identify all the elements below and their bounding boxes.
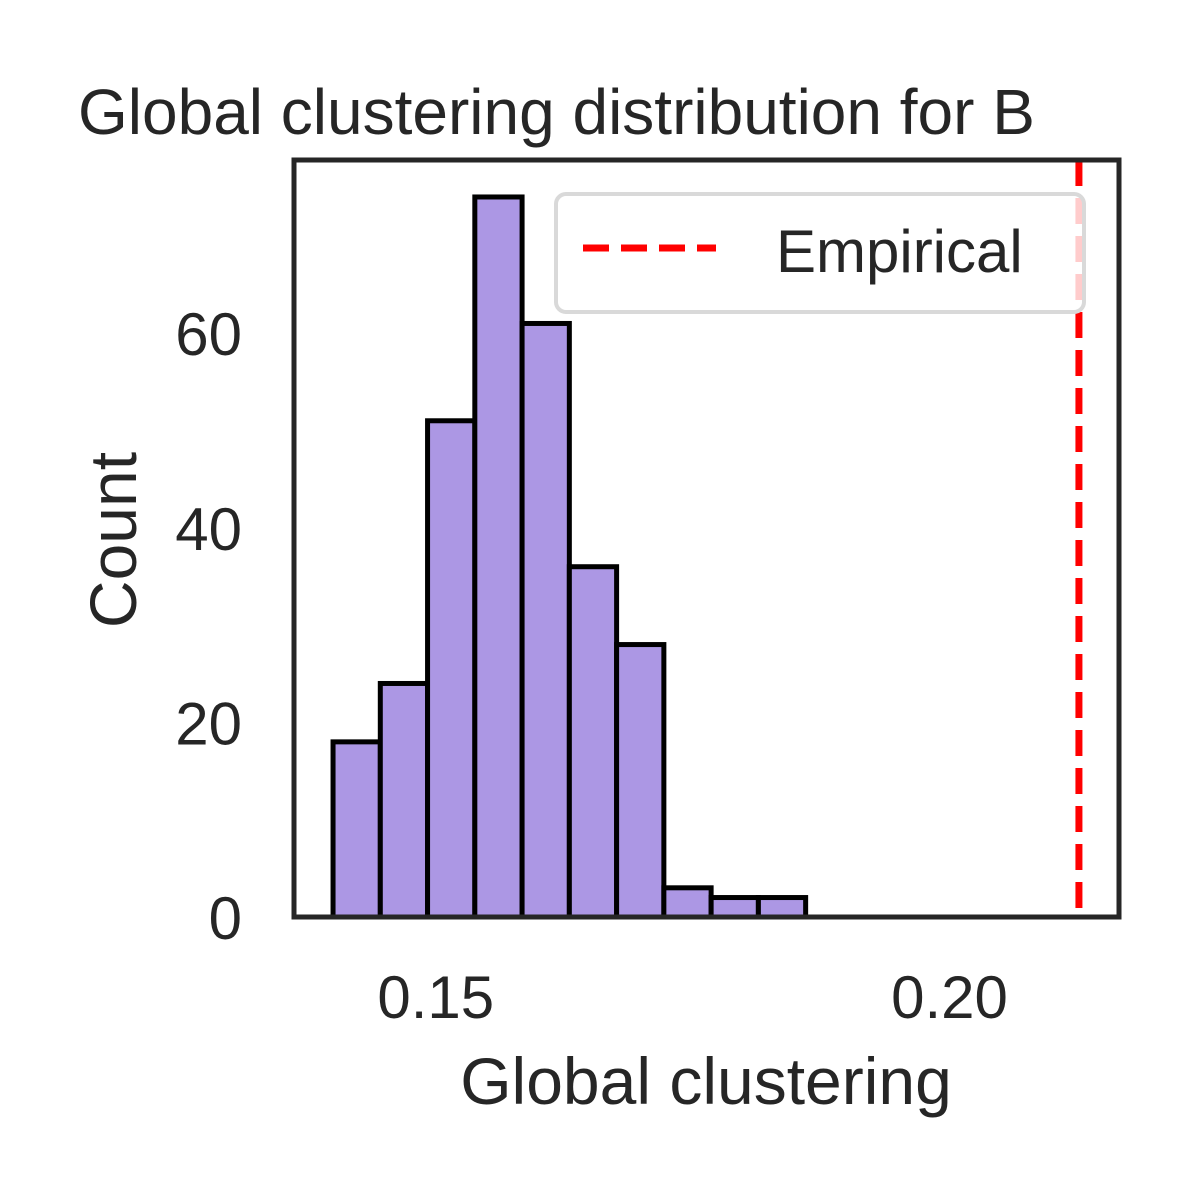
histogram-bar-6: [566, 564, 620, 920]
histogram-bar-1: [330, 739, 383, 920]
y-axis-label: Count: [76, 452, 150, 628]
y-tick-label: 60: [175, 301, 242, 368]
histogram-bar-5: [519, 320, 572, 920]
histogram-bar-4: [472, 194, 525, 920]
plot-frame: [291, 157, 1122, 920]
y-tick-labels: 0 20 40 60: [175, 301, 242, 952]
histogram-bars: [330, 194, 809, 920]
x-tick-labels: 0.15 0.20: [377, 964, 1007, 1031]
y-tick-label: 0: [209, 885, 242, 952]
histogram-bar-10: [755, 895, 809, 920]
histogram-bar-2: [377, 680, 431, 920]
legend-label-empirical: Empirical: [776, 218, 1023, 285]
histogram-bar-9: [708, 895, 761, 920]
y-tick-label: 40: [175, 496, 242, 563]
legend: Empirical: [554, 192, 1086, 314]
histogram-bar-3: [425, 418, 478, 920]
chart-title: Global clustering distribution for B: [78, 76, 1035, 148]
x-tick-label: 0.15: [377, 964, 494, 1031]
x-tick-label: 0.20: [891, 964, 1008, 1031]
legend-box: [554, 192, 1086, 314]
histogram-bar-7: [614, 642, 667, 920]
y-tick-label: 20: [175, 690, 242, 757]
histogram-bar-8: [661, 885, 714, 920]
x-axis-label: Global clustering: [460, 1044, 952, 1118]
